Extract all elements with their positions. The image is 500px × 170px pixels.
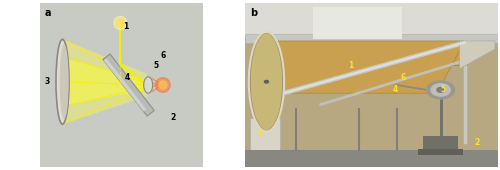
Circle shape	[159, 81, 167, 89]
Text: 6: 6	[160, 51, 166, 60]
Ellipse shape	[56, 39, 69, 124]
FancyBboxPatch shape	[423, 136, 458, 150]
FancyBboxPatch shape	[245, 3, 498, 167]
Circle shape	[437, 87, 444, 92]
Text: 1: 1	[348, 61, 354, 70]
Text: 3: 3	[44, 77, 50, 86]
Ellipse shape	[250, 33, 283, 131]
Ellipse shape	[144, 77, 152, 93]
Text: b: b	[250, 8, 257, 18]
FancyBboxPatch shape	[245, 34, 498, 42]
FancyBboxPatch shape	[245, 3, 498, 36]
Text: 2: 2	[171, 113, 176, 122]
Text: 5: 5	[440, 85, 446, 94]
Polygon shape	[460, 41, 495, 69]
Text: 3: 3	[256, 130, 262, 138]
Polygon shape	[103, 54, 154, 116]
Text: 4: 4	[124, 73, 130, 82]
Polygon shape	[104, 58, 146, 112]
Text: 4: 4	[392, 85, 398, 94]
FancyBboxPatch shape	[418, 149, 464, 155]
Circle shape	[114, 16, 127, 30]
FancyBboxPatch shape	[313, 7, 402, 39]
Text: 5: 5	[154, 61, 159, 70]
Polygon shape	[278, 42, 467, 65]
Circle shape	[427, 81, 454, 99]
Text: 1: 1	[122, 22, 128, 31]
Polygon shape	[278, 41, 464, 93]
Circle shape	[116, 19, 124, 27]
Circle shape	[431, 84, 450, 96]
FancyBboxPatch shape	[40, 3, 203, 167]
Text: a: a	[44, 8, 51, 18]
Circle shape	[156, 78, 170, 92]
FancyBboxPatch shape	[250, 118, 280, 150]
Polygon shape	[62, 39, 146, 124]
Text: 6: 6	[400, 73, 406, 82]
FancyBboxPatch shape	[245, 150, 498, 167]
Ellipse shape	[60, 44, 68, 119]
Text: 2: 2	[474, 138, 480, 147]
Polygon shape	[62, 58, 146, 106]
Circle shape	[264, 80, 268, 83]
